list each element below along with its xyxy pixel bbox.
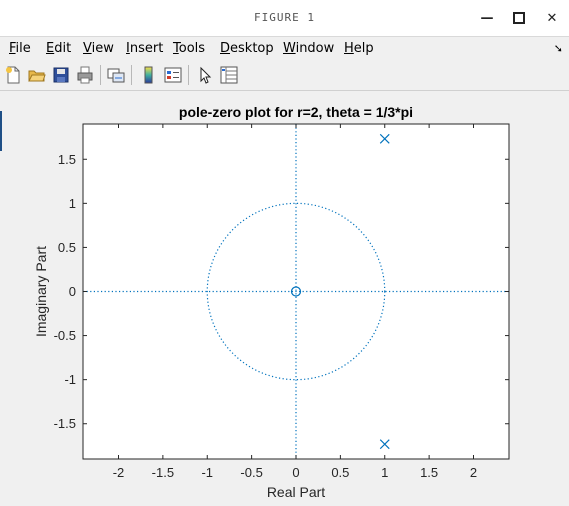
save-icon[interactable]: [52, 66, 70, 84]
menu-insert[interactable]: Insert: [126, 41, 164, 56]
menu-help[interactable]: Help: [344, 41, 374, 56]
menu-window[interactable]: Window: [283, 41, 335, 56]
y-tick-label: -1: [64, 372, 76, 387]
x-tick-label: 2: [470, 465, 477, 480]
y-tick-label: 0: [69, 284, 76, 299]
y-tick-label: 0.5: [58, 240, 76, 255]
maximize-icon[interactable]: [509, 8, 529, 28]
y-tick-label: 1: [69, 196, 76, 211]
open-file-icon[interactable]: [28, 66, 46, 84]
x-axis-label: Real Part: [267, 484, 325, 500]
pointer-icon[interactable]: [196, 66, 214, 84]
marks: [290, 133, 390, 450]
legend-icon[interactable]: [164, 66, 182, 84]
x-tick-label: 1.5: [420, 465, 438, 480]
toolbar: [0, 60, 569, 91]
y-tick-label: 1.5: [58, 152, 76, 167]
dock-arrow-icon[interactable]: ➘: [553, 42, 563, 55]
menu-edit[interactable]: Edit: [46, 41, 72, 56]
menu-view[interactable]: View: [83, 41, 114, 56]
close-icon[interactable]: ✕: [546, 10, 558, 26]
window-title: FIGURE 1: [254, 11, 315, 24]
pole-zero-plot[interactable]: -2 -1.5 -1 -0.5 0 0.5 1 1.5 2-1.5-1-0.500.511.5 …: [0, 91, 569, 506]
title-bar: FIGURE 1 — ✕: [0, 0, 569, 36]
pole-marker: [379, 133, 390, 144]
toolbar-separator: [100, 65, 101, 85]
x-tick-label: -1: [201, 465, 213, 480]
property-inspector-icon[interactable]: [220, 66, 238, 84]
print-icon[interactable]: [76, 66, 94, 84]
toolbar-separator: [131, 65, 132, 85]
colorbar-icon[interactable]: [140, 66, 158, 84]
menu-desktop[interactable]: Desktop: [220, 41, 274, 56]
window-edge-marker: [0, 111, 2, 151]
x-tick-label: 1: [381, 465, 388, 480]
pole-marker: [379, 439, 390, 450]
ticks: -2 -1.5 -1 -0.5 0 0.5 1 1.5 2 -1.5 -1 -0.5 0 0.5 1 1.5: [54, 124, 509, 480]
x-tick-label: 0.5: [331, 465, 349, 480]
link-plot-icon[interactable]: [107, 66, 125, 84]
x-tick-label: -0.5: [240, 465, 262, 480]
zero-marker: [290, 286, 302, 297]
minimize-icon[interactable]: —: [480, 10, 494, 26]
x-tick-label: -1.5: [152, 465, 174, 480]
y-tick-label: -1.5: [54, 416, 76, 431]
axis-guides: [83, 124, 509, 459]
y-axis-label: Imaginary Part: [33, 246, 49, 337]
menu-file[interactable]: File: [9, 41, 31, 56]
menu-tools[interactable]: Tools: [173, 41, 206, 56]
y-tick-label: -0.5: [54, 328, 76, 343]
unit-circle: [206, 202, 386, 381]
new-figure-icon[interactable]: [4, 66, 22, 84]
figure-area: -2 -1.5 -1 -0.5 0 0.5 1 1.5 2 -1.5 -1 -0.5 0 0.5 1 1.5 …: [0, 91, 569, 506]
chart-title: pole-zero plot for r=2, theta = 1/3*pi: [179, 104, 413, 120]
menu-bar: File Edit View Insert Tools Desktop Wind…: [0, 36, 569, 61]
toolbar-separator: [188, 65, 189, 85]
x-tick-label: -2: [113, 465, 125, 480]
x-tick-label: 0: [292, 465, 299, 480]
